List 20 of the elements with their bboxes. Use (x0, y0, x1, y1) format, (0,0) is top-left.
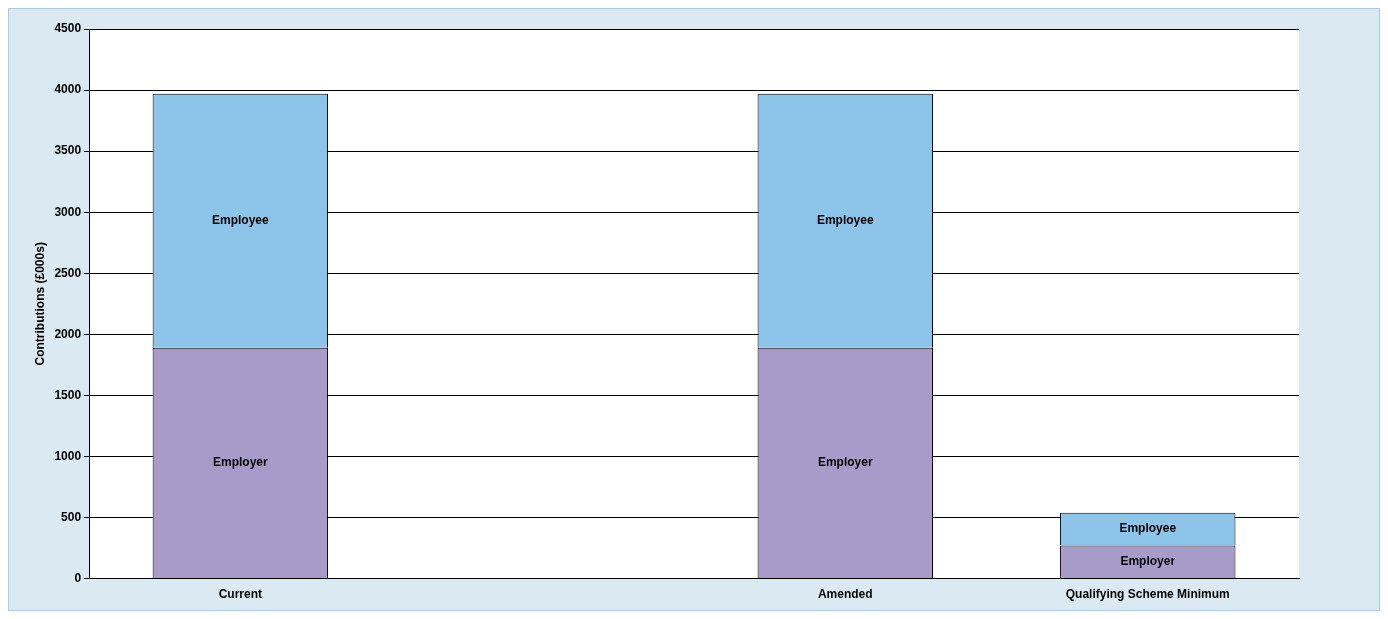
series-label: Employee (1119, 521, 1177, 536)
y-axis-title: Contributions (£000s) (32, 242, 47, 366)
y-tick-label: 500 (61, 509, 82, 524)
text: Employee (211, 213, 269, 228)
y-tick-label: 2500 (54, 265, 82, 280)
text: Employer (212, 455, 268, 470)
x-tick-label: Qualifying Scheme Minimum (1065, 587, 1230, 602)
y-tick-label: 3000 (54, 204, 82, 219)
x-tick-label: Current (218, 587, 263, 602)
y-tick-label: 4000 (54, 82, 82, 97)
y-tick-label: 4500 (54, 21, 82, 36)
y-tick-label: 2000 (54, 326, 82, 341)
y-tick-label: 0 (74, 570, 82, 585)
x-tick-label: Amended (817, 587, 873, 602)
y-tick-label: 1500 (54, 387, 82, 402)
series-label: Employer (1120, 554, 1176, 569)
y-tick-label: 3500 (54, 143, 82, 158)
text: Employer (817, 455, 873, 470)
y-tick-label: 1000 (54, 448, 82, 463)
text: Employee (816, 213, 874, 228)
